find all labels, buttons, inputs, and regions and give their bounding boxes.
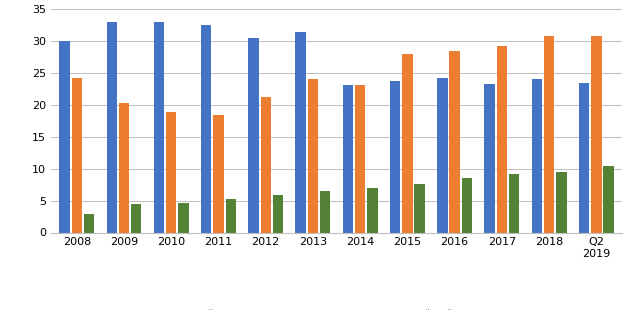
Bar (166, 112, 177, 232)
Bar (248, 38, 258, 232)
Bar (273, 195, 283, 232)
Bar (509, 174, 519, 232)
Bar (178, 202, 189, 232)
Bar (201, 24, 211, 233)
Bar (295, 32, 306, 233)
Bar (531, 79, 542, 232)
Bar (390, 81, 400, 232)
Bar (437, 78, 448, 232)
Bar (415, 184, 425, 232)
Bar (131, 204, 142, 232)
Bar (119, 103, 129, 232)
Bar (402, 54, 413, 233)
Bar (367, 188, 378, 232)
Bar (72, 78, 82, 232)
Bar (154, 22, 164, 232)
Bar (355, 85, 365, 232)
Bar (450, 51, 460, 232)
Bar (556, 172, 566, 232)
Bar (497, 46, 507, 232)
Bar (579, 83, 589, 232)
Bar (260, 97, 271, 232)
Bar (544, 36, 554, 232)
Bar (225, 199, 236, 232)
Bar (320, 191, 330, 232)
Bar (59, 41, 70, 232)
Bar (591, 36, 601, 232)
Bar (462, 178, 472, 232)
Bar (84, 214, 94, 232)
Legend: Noguldījumi, Pašu kapitāls; ieguldījumu fondi, Apdrošināšanas, pensiju garantija: Noguldījumi, Pašu kapitāls; ieguldījumu … (86, 305, 587, 310)
Bar (213, 115, 224, 232)
Bar (485, 84, 495, 232)
Bar (308, 79, 318, 232)
Bar (343, 85, 353, 232)
Bar (107, 22, 117, 232)
Bar (603, 166, 614, 232)
